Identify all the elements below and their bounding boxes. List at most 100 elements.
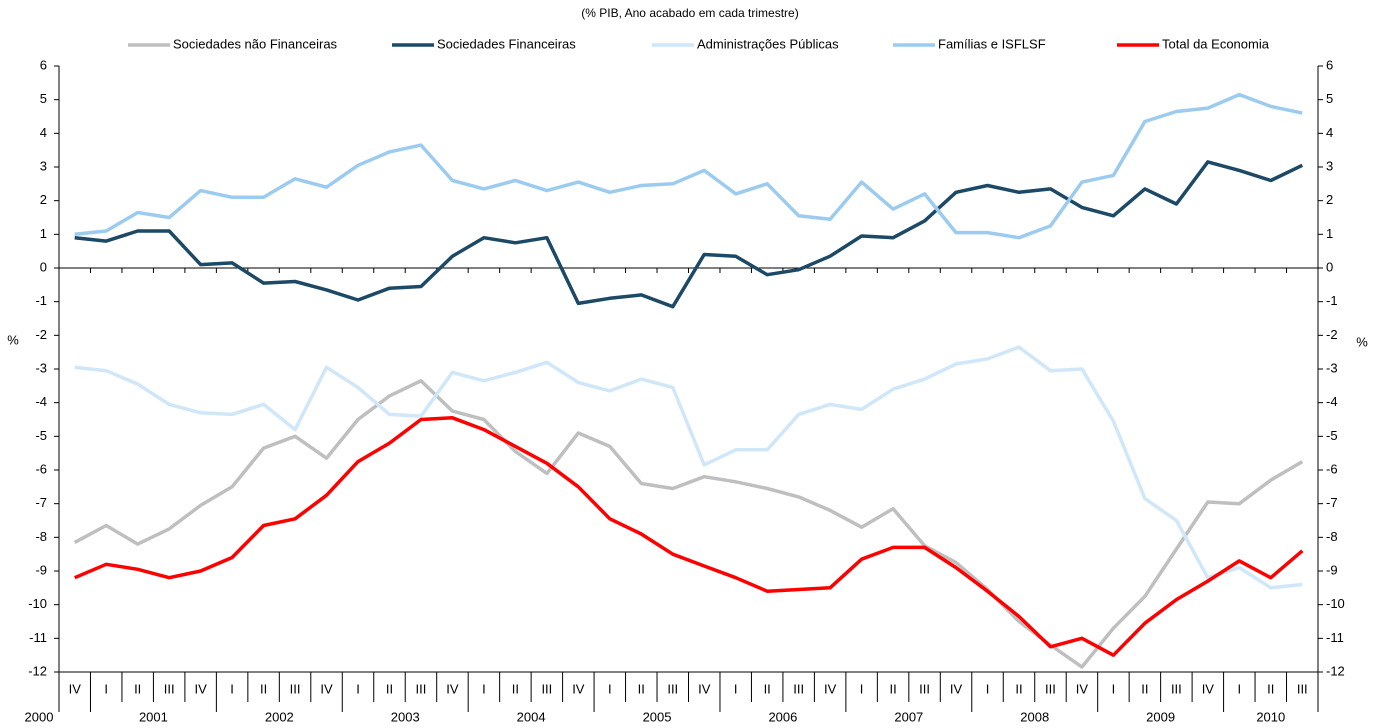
x-tick-label: II <box>764 681 771 696</box>
year-label: 2010 <box>1256 709 1285 724</box>
y-tick-label: 6 <box>40 57 47 72</box>
chart-title: (% PIB, Ano acabado em cada trimestre) <box>581 6 798 20</box>
y2-tick-label: 0 <box>1326 259 1333 274</box>
x-tick-label: IV <box>1076 681 1089 696</box>
series-line <box>74 92 1303 240</box>
y2-tick-label: -3 <box>1326 360 1338 375</box>
x-tick-label: IV <box>1202 681 1215 696</box>
y2-tick-label: -9 <box>1326 562 1338 577</box>
year-label: 2004 <box>517 709 546 724</box>
y-tick-label: 0 <box>40 259 47 274</box>
year-label: 2005 <box>643 709 672 724</box>
x-tick-label: II <box>889 681 896 696</box>
x-tick-label: III <box>919 681 930 696</box>
y2-tick-label: -11 <box>1326 630 1344 645</box>
y2-tick-label: 2 <box>1326 192 1333 207</box>
y2-tick-label: -12 <box>1326 663 1345 678</box>
y2-tick-label: 5 <box>1326 91 1333 106</box>
x-tick-label: II <box>638 681 645 696</box>
year-label: 2006 <box>768 709 797 724</box>
y-tick-label: -7 <box>35 495 47 510</box>
legend-label: Sociedades Financeiras <box>437 36 576 51</box>
y-tick-label: -8 <box>35 529 47 544</box>
y-tick-label: -9 <box>35 562 47 577</box>
legend-label: Famílias e ISFLSF <box>938 36 1046 51</box>
x-tick-label: III <box>290 681 301 696</box>
x-tick-label: I <box>356 681 360 696</box>
x-tick-label: II <box>134 681 141 696</box>
x-tick-label: I <box>104 681 108 696</box>
x-tick-label: I <box>482 681 486 696</box>
y2-tick-label: -5 <box>1326 428 1338 443</box>
x-tick-label: II <box>260 681 267 696</box>
legend-label: Sociedades não Financeiras <box>173 36 338 51</box>
x-tick-label: II <box>1141 681 1148 696</box>
x-tick-label: III <box>1045 681 1056 696</box>
y-tick-label: 3 <box>40 158 47 173</box>
y-tick-label: -3 <box>35 360 47 375</box>
x-tick-label: III <box>667 681 678 696</box>
y2-tick-label: -4 <box>1326 394 1338 409</box>
y-tick-label: -12 <box>28 663 47 678</box>
x-tick-label: III <box>541 681 552 696</box>
y2-tick-label: -6 <box>1326 461 1338 476</box>
y2-tick-label: -2 <box>1326 327 1338 342</box>
x-tick-label: III <box>793 681 804 696</box>
x-tick-label: I <box>734 681 738 696</box>
y2-tick-label: 3 <box>1326 158 1333 173</box>
x-tick-label: I <box>1112 681 1116 696</box>
y2-tick-label: -1 <box>1326 293 1338 308</box>
x-tick-label: IV <box>194 681 207 696</box>
year-label: 2001 <box>139 709 168 724</box>
x-tick-label: II <box>386 681 393 696</box>
y2-tick-label: -10 <box>1326 596 1345 611</box>
y2-tick-label: 4 <box>1326 125 1333 140</box>
y-tick-label: 5 <box>40 91 47 106</box>
y-tick-label: 4 <box>40 125 47 140</box>
legend-label: Total da Economia <box>1162 36 1270 51</box>
x-tick-label: I <box>608 681 612 696</box>
year-label: 2002 <box>265 709 294 724</box>
x-tick-label: III <box>164 681 175 696</box>
x-tick-label: III <box>416 681 427 696</box>
y-tick-label: 1 <box>40 226 47 241</box>
year-label: 2009 <box>1146 709 1175 724</box>
x-tick-label: IV <box>446 681 459 696</box>
x-tick-label: III <box>1171 681 1182 696</box>
y-tick-label: -6 <box>35 461 47 476</box>
x-tick-label: IV <box>320 681 333 696</box>
y2-axis-label: % <box>1356 334 1368 349</box>
y-tick-label: -2 <box>35 327 47 342</box>
y-tick-label: -1 <box>35 293 47 308</box>
series-line <box>74 416 1304 657</box>
year-label: 2007 <box>894 709 923 724</box>
x-tick-label: I <box>860 681 864 696</box>
y2-tick-label: 1 <box>1326 226 1333 241</box>
series-line <box>74 160 1304 309</box>
x-tick-label: I <box>1238 681 1242 696</box>
x-tick-label: IV <box>698 681 711 696</box>
x-tick-label: IV <box>69 681 82 696</box>
x-tick-label: I <box>230 681 234 696</box>
x-tick-label: II <box>512 681 519 696</box>
y-tick-label: -5 <box>35 428 47 443</box>
x-tick-label: II <box>1015 681 1022 696</box>
x-tick-label: I <box>986 681 990 696</box>
year-label: 2003 <box>391 709 420 724</box>
year-label: 2008 <box>1020 709 1049 724</box>
x-tick-label: IV <box>950 681 963 696</box>
y2-tick-label: -8 <box>1326 529 1338 544</box>
y-axis-label: % <box>7 332 19 347</box>
y-tick-label: -4 <box>35 394 47 409</box>
x-tick-label: II <box>1267 681 1274 696</box>
y2-tick-label: 6 <box>1326 57 1333 72</box>
x-tick-label: IV <box>572 681 585 696</box>
legend-label: Administrações Públicas <box>697 36 839 51</box>
y-tick-label: 2 <box>40 192 47 207</box>
y2-tick-label: -7 <box>1326 495 1338 510</box>
year-label: 2000 <box>25 709 54 724</box>
y-tick-label: -11 <box>29 630 47 645</box>
y-tick-label: -10 <box>28 596 47 611</box>
series-line <box>74 345 1303 590</box>
